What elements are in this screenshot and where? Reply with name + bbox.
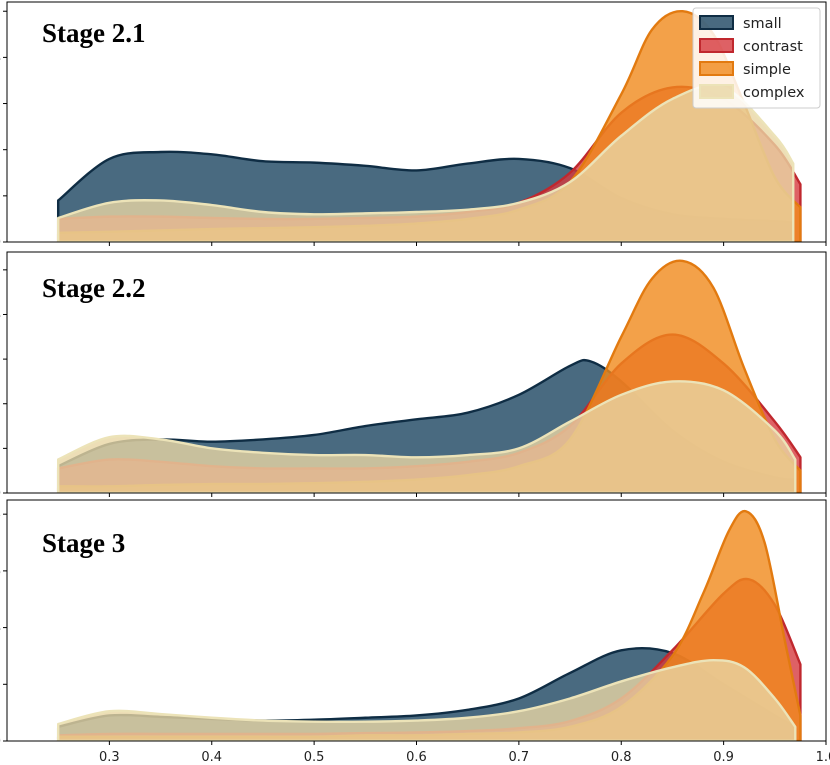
- y-tick-label: 0: [0, 236, 1, 251]
- y-tick-label: 0: [0, 487, 1, 502]
- legend-swatch-simple: [699, 61, 734, 76]
- y-tick-label: 5: [0, 5, 1, 20]
- y-tick-label: 2: [0, 397, 1, 412]
- panel-title: Stage 2.2: [42, 273, 146, 303]
- y-tick-label: 1: [0, 189, 1, 204]
- legend-label-contrast: contrast: [743, 39, 803, 55]
- legend-box: [692, 7, 821, 109]
- area-complex: [56, 658, 797, 741]
- y-tick-label: 4: [0, 51, 1, 66]
- area-layer: [56, 509, 802, 741]
- y-tick-label: 4: [0, 308, 1, 323]
- y-tick-label: 8: [0, 508, 1, 523]
- legend: small contrast simple complex: [692, 7, 821, 109]
- x-tick-label: 0.8: [611, 750, 632, 765]
- y-tick-label: 2: [0, 678, 1, 693]
- y-tick-label: 3: [0, 353, 1, 368]
- y-tick-label: 6: [0, 564, 1, 579]
- x-tick-label: 0.3: [99, 750, 120, 765]
- panel-stage-3: Stage 3 0 2 4 6 8 0.3 0.4 0.5 0.6 0.7 0.8 0.9 1.0: [0, 499, 830, 765]
- y-tick-label: 3: [0, 97, 1, 112]
- x-tick-label: 0.7: [509, 750, 530, 765]
- legend-label-simple: simple: [743, 62, 791, 78]
- panel-title: Stage 3: [42, 528, 125, 558]
- area-complex: [56, 380, 797, 493]
- legend-swatch-complex: [699, 84, 734, 99]
- x-tick-label: 0.5: [304, 750, 325, 765]
- x-tick-label: 0.6: [406, 750, 427, 765]
- x-tick-label: 0.4: [201, 750, 222, 765]
- panel-stage-2-2: Stage 2.2 0 1 2 3 4 5: [0, 251, 827, 502]
- legend-label-complex: complex: [743, 85, 805, 101]
- y-tick-label: 1: [0, 442, 1, 457]
- legend-label-small: small: [743, 16, 782, 32]
- x-tick-label: 0.9: [713, 750, 734, 765]
- area-layer: [56, 259, 802, 493]
- y-tick-label: 0: [0, 735, 1, 750]
- y-tick-label: 5: [0, 263, 1, 278]
- area-layer: [56, 10, 802, 242]
- x-tick-label: 1.0: [816, 750, 830, 765]
- legend-swatch-contrast: [699, 38, 734, 53]
- legend-swatch-small: [699, 15, 734, 30]
- y-tick-label: 2: [0, 143, 1, 158]
- y-tick-label: 4: [0, 621, 1, 636]
- panel-title: Stage 2.1: [42, 18, 146, 48]
